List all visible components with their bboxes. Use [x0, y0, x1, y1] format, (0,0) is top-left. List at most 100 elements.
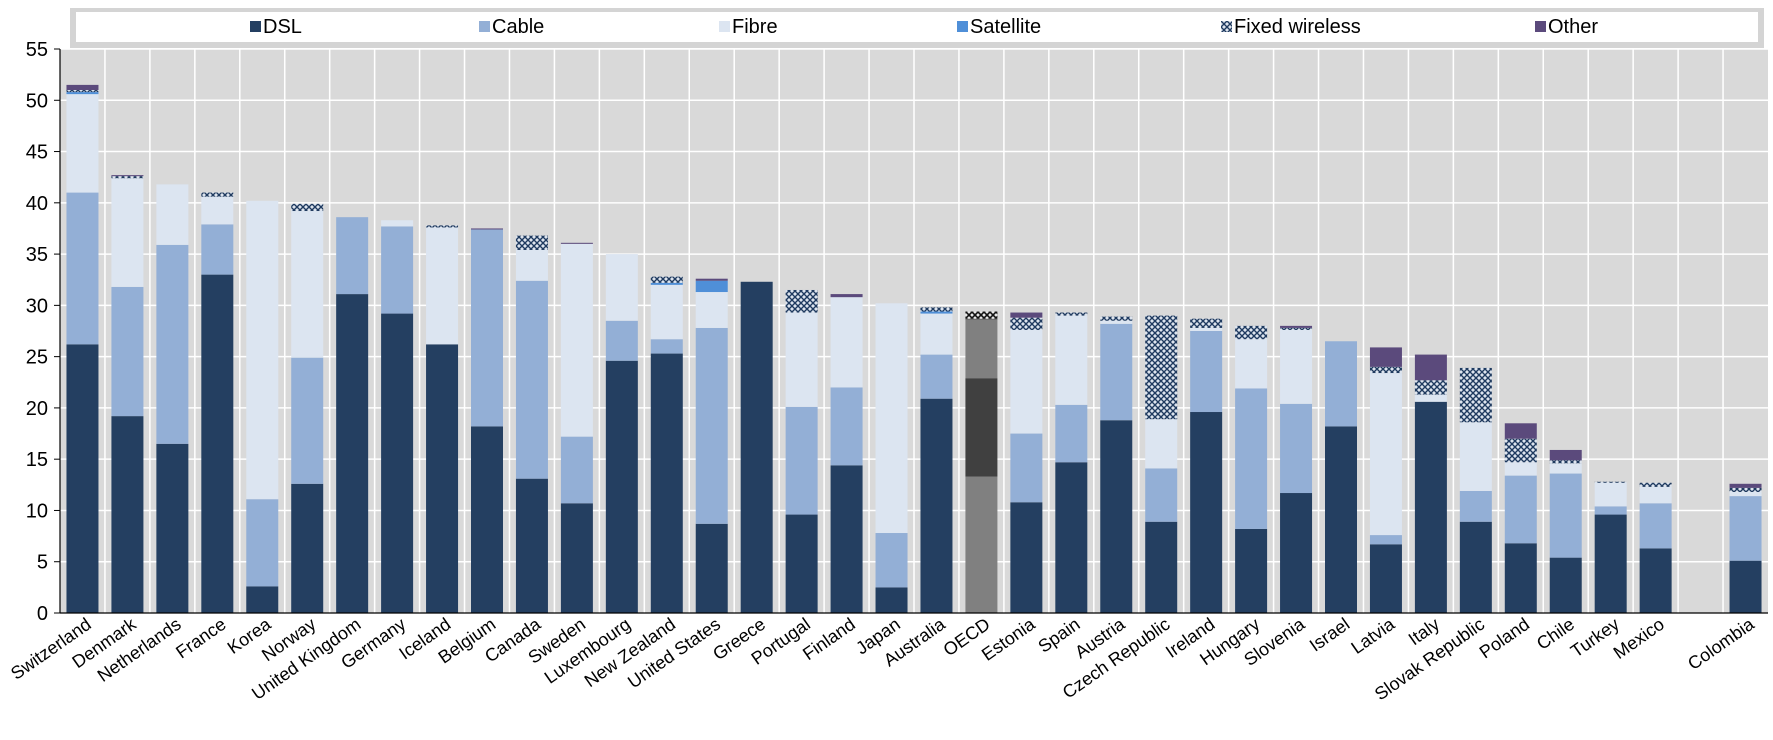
- bar-fibre-portugal: [785, 312, 818, 407]
- bar-cable-denmark: [111, 286, 144, 417]
- bar-cable-colombia: [1729, 496, 1762, 561]
- bar-fibre-spain: [1055, 315, 1088, 405]
- bar-fixed-wireless-poland: [1504, 438, 1537, 463]
- y-tick-label: 20: [26, 398, 48, 420]
- bar-cable-oecd: [965, 378, 998, 477]
- bar-cable-korea: [246, 499, 279, 587]
- bar-cable-portugal: [785, 406, 818, 515]
- x-tick-label: Latvia: [1347, 613, 1399, 658]
- y-tick-label: 50: [26, 90, 48, 112]
- bar-cable-israel: [1325, 341, 1357, 427]
- bar-fixed-wireless-switzerland: [66, 90, 99, 93]
- legend-swatch-other: [1535, 21, 1546, 32]
- bar-fixed-wireless-hungary: [1235, 325, 1268, 340]
- bar-other-finland: [830, 294, 863, 298]
- bar-dsl-portugal: [785, 514, 818, 613]
- bar-fixed-wireless-new-zealand: [650, 276, 683, 283]
- legend-label: Other: [1548, 16, 1598, 38]
- legend-label: Satellite: [970, 16, 1041, 38]
- bar-dsl-canada: [515, 478, 548, 613]
- legend-swatch-fibre: [719, 21, 730, 32]
- bar-dsl-turkey: [1594, 514, 1627, 613]
- legend-swatch-cable: [479, 21, 490, 32]
- bar-fixed-wireless-iceland: [426, 225, 459, 228]
- bar-dsl-poland: [1504, 543, 1537, 613]
- bar-fibre-sweden: [560, 243, 593, 437]
- bar-dsl-slovak-republic: [1459, 521, 1492, 613]
- x-tick-label: Mexico: [1610, 614, 1668, 663]
- bar-other-united-states: [695, 278, 728, 281]
- y-tick-label: 55: [26, 39, 48, 61]
- bar-fibre-norway: [291, 211, 324, 358]
- bar-fixed-wireless-estonia: [1010, 317, 1043, 330]
- bar-fibre-denmark: [111, 178, 144, 287]
- bar-fibre-italy: [1414, 394, 1447, 402]
- y-tick-label: 5: [37, 552, 48, 574]
- legend-swatch-dsl: [250, 21, 261, 32]
- bar-other-poland: [1504, 423, 1537, 439]
- bar-cable-japan: [875, 533, 908, 588]
- bar-satellite-oecd: [965, 318, 998, 320]
- bar-cable-chile: [1549, 473, 1582, 558]
- bar-cable-netherlands: [156, 244, 189, 444]
- legend-label: Fixed wireless: [1234, 16, 1361, 38]
- y-tick-label: 10: [26, 500, 48, 522]
- x-tick-label: Finland: [799, 614, 859, 664]
- bar-fibre-new-zealand: [650, 284, 683, 340]
- bar-other-sweden: [560, 242, 593, 244]
- bar-fixed-wireless-austria: [1100, 316, 1133, 321]
- bar-fixed-wireless-canada: [515, 235, 548, 250]
- bar-fixed-wireless-slovak-republic: [1459, 367, 1492, 423]
- legend-label: Fibre: [732, 16, 778, 38]
- bar-fibre-estonia: [1010, 329, 1043, 434]
- bar-cable-new-zealand: [650, 339, 683, 354]
- bar-cable-luxembourg: [605, 320, 638, 361]
- bar-cable-ireland: [1190, 331, 1223, 413]
- bar-dsl-czech-republic: [1145, 521, 1178, 613]
- bar-dsl-slovenia: [1280, 493, 1313, 613]
- bar-cable-norway: [291, 357, 324, 484]
- bar-dsl-latvia: [1369, 544, 1402, 613]
- bar-cable-slovak-republic: [1459, 490, 1492, 522]
- bar-fibre-switzerland: [66, 94, 99, 193]
- bar-other-colombia: [1729, 483, 1762, 488]
- bar-fibre-japan: [875, 303, 908, 534]
- bar-other-belgium: [471, 228, 503, 230]
- bar-other-slovenia: [1280, 325, 1313, 328]
- bar-other-italy: [1414, 354, 1447, 381]
- bar-cable-belgium: [471, 229, 503, 427]
- y-tick-label: 25: [26, 347, 48, 369]
- y-tick-label: 15: [26, 449, 48, 471]
- bar-satellite-australia: [920, 311, 953, 314]
- bar-fibre-chile: [1549, 463, 1582, 474]
- bar-dsl-netherlands: [156, 443, 189, 613]
- bar-dsl-hungary: [1235, 528, 1268, 613]
- bar-fixed-wireless-mexico: [1639, 482, 1672, 487]
- bar-fibre-mexico: [1639, 486, 1672, 504]
- bar-dsl-denmark: [111, 416, 144, 613]
- bar-cable-hungary: [1235, 388, 1268, 529]
- bar-other-denmark: [111, 175, 144, 177]
- bar-cable-france: [201, 224, 234, 275]
- bar-fixed-wireless-italy: [1414, 380, 1447, 395]
- bar-satellite-united-states: [695, 280, 728, 293]
- bar-fixed-wireless-oecd: [965, 311, 998, 319]
- legend-swatch-fixed-wireless: [1221, 21, 1232, 32]
- bar-dsl-united-states: [695, 523, 728, 613]
- bar-fixed-wireless-spain: [1055, 312, 1088, 316]
- bar-fibre-latvia: [1369, 373, 1402, 536]
- bar-fibre-iceland: [426, 227, 459, 345]
- bar-dsl-estonia: [1010, 502, 1043, 613]
- bar-dsl-japan: [875, 587, 908, 613]
- bar-dsl-united-kingdom: [336, 294, 369, 613]
- bar-dsl-switzerland: [66, 344, 99, 613]
- y-tick-label: 35: [26, 244, 48, 266]
- legend-label: DSL: [263, 16, 302, 38]
- bar-fixed-wireless-portugal: [785, 289, 818, 313]
- bar-fibre-france: [201, 196, 234, 225]
- bar-dsl-iceland: [426, 344, 459, 613]
- bar-fixed-wireless-slovenia: [1280, 327, 1313, 330]
- bar-other-switzerland: [66, 84, 99, 91]
